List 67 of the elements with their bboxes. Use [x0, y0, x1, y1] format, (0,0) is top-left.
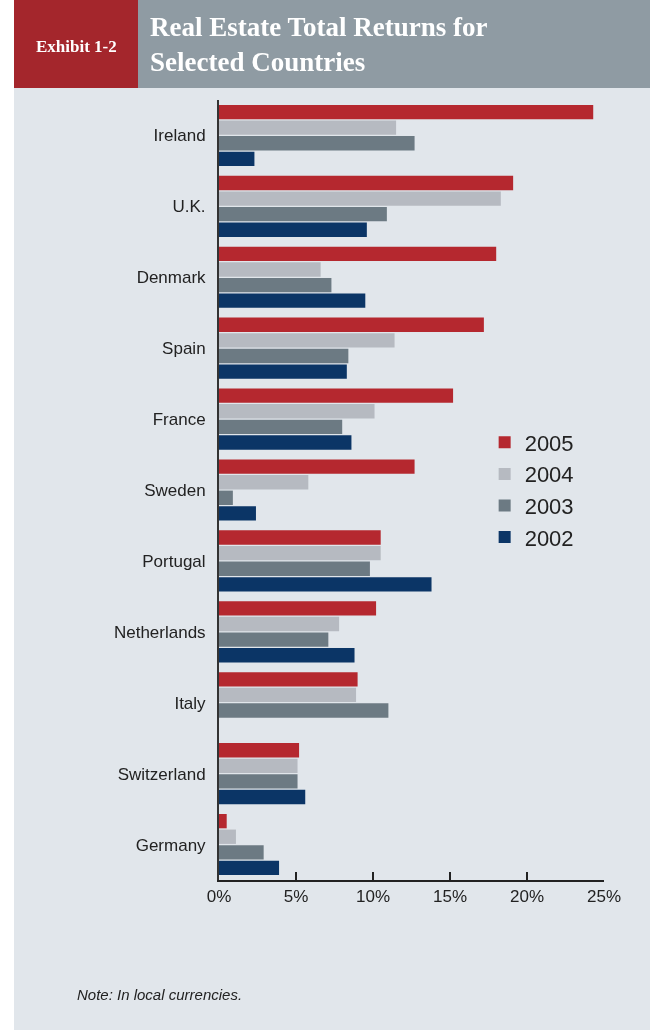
bar [219, 475, 309, 490]
bar [219, 758, 298, 774]
bar [219, 490, 233, 505]
bar [219, 530, 381, 545]
bar [219, 277, 332, 293]
bar [219, 348, 349, 364]
bar [219, 459, 415, 474]
y-tick-label: France [152, 410, 206, 430]
bar [219, 435, 352, 450]
legend-label: 2005 [524, 430, 574, 456]
bar [219, 222, 367, 237]
bar [219, 632, 329, 647]
bar [219, 703, 389, 718]
x-tick-label: 5% [283, 887, 309, 907]
bar [219, 191, 501, 206]
y-tick-label: Ireland [153, 126, 206, 146]
y-tick-label: Sweden [144, 480, 206, 500]
text: Note: In local currencies. [77, 986, 243, 1003]
bar [219, 364, 347, 379]
y-tick-label: Netherlands [113, 622, 206, 642]
y-tick-label: U.K. [172, 197, 206, 217]
bar [219, 175, 514, 191]
x-tick-label: 25% [586, 887, 622, 907]
x-tick-label: 0% [206, 887, 232, 907]
legend-label: 2004 [524, 462, 574, 488]
bar [219, 293, 366, 308]
bar [219, 419, 343, 435]
legend-label: 2002 [524, 525, 574, 551]
x-tick-label: 10% [355, 887, 391, 907]
x-tick-label: 15% [432, 887, 468, 907]
bar [219, 845, 264, 860]
bar [219, 616, 340, 632]
bar [219, 333, 395, 348]
bar [219, 687, 357, 703]
chart-title: Real Estate Total Returns for Selected Countries [150, 12, 488, 78]
bar [219, 404, 375, 419]
bar [219, 789, 306, 805]
bar [219, 829, 236, 844]
bar [219, 262, 321, 277]
bar [219, 104, 594, 120]
bar [219, 672, 358, 687]
y-tick-label: Portugal [142, 551, 206, 571]
x-tick-label: 20% [509, 887, 545, 907]
bar [219, 601, 377, 616]
legend-label: 2003 [524, 494, 574, 520]
bar [219, 860, 280, 876]
bar [219, 545, 381, 561]
bar [219, 648, 355, 663]
bar [219, 206, 387, 222]
bar [219, 561, 370, 576]
bar [219, 388, 454, 403]
bar [219, 317, 484, 332]
y-tick-label: Germany [135, 835, 207, 855]
bar [219, 774, 298, 789]
bar [219, 506, 256, 521]
bar [219, 577, 432, 592]
bar [219, 136, 415, 151]
y-tick-label: Denmark [136, 268, 207, 288]
bar [219, 120, 397, 135]
bar [219, 151, 255, 167]
y-tick-label: Italy [174, 693, 207, 713]
bar [219, 743, 300, 758]
y-tick-label: Switzerland [117, 764, 206, 784]
text: Exhibit 1-2 [36, 37, 117, 56]
bar [219, 813, 227, 829]
y-tick-label: Spain [162, 339, 206, 359]
bar [219, 246, 497, 262]
